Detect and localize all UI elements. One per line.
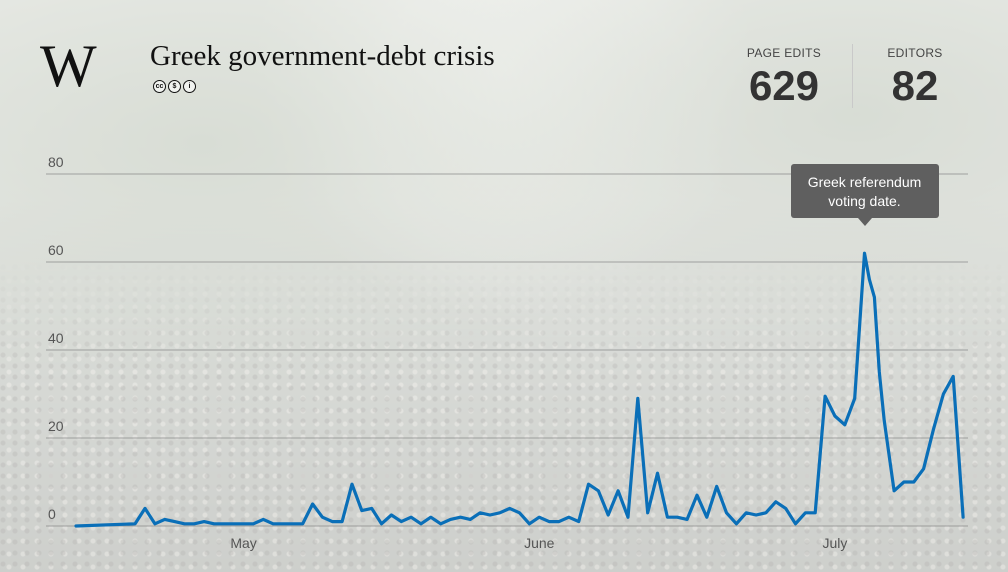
- y-tick-label: 60: [48, 242, 64, 258]
- x-tick-label: July: [822, 535, 847, 551]
- editors-stat: EDITORS 82: [872, 46, 958, 110]
- page-title: Greek government-debt crisis: [150, 40, 495, 72]
- page-edits-stat: PAGE EDITS 629: [736, 46, 832, 110]
- stats-divider: [852, 44, 853, 108]
- x-tick-label: May: [230, 535, 256, 551]
- editors-value: 82: [891, 62, 939, 109]
- y-tick-label: 40: [48, 330, 64, 346]
- page-edits-label: PAGE EDITS: [746, 46, 822, 60]
- annotation-tooltip: Greek referendum voting date.: [790, 164, 939, 226]
- chart-grid: [46, 173, 968, 527]
- y-tick-label: 80: [48, 154, 64, 170]
- edits-series-line: [74, 251, 965, 528]
- attribution-icon: i: [183, 80, 196, 93]
- cc-icon: cc: [153, 80, 166, 93]
- wikipedia-logo: W: [40, 33, 97, 99]
- x-tick-labels: May June July: [230, 535, 847, 551]
- y-tick-label: 0: [48, 506, 56, 522]
- editors-label: EDITORS: [887, 46, 943, 60]
- y-tick-labels: 0 20 40 60 80: [48, 154, 64, 522]
- license-icons: cc $ i: [153, 80, 196, 93]
- page-edits-value: 629: [748, 62, 820, 109]
- x-tick-label: June: [524, 535, 555, 551]
- noncommercial-icon: $: [168, 80, 181, 93]
- y-tick-label: 20: [48, 418, 64, 434]
